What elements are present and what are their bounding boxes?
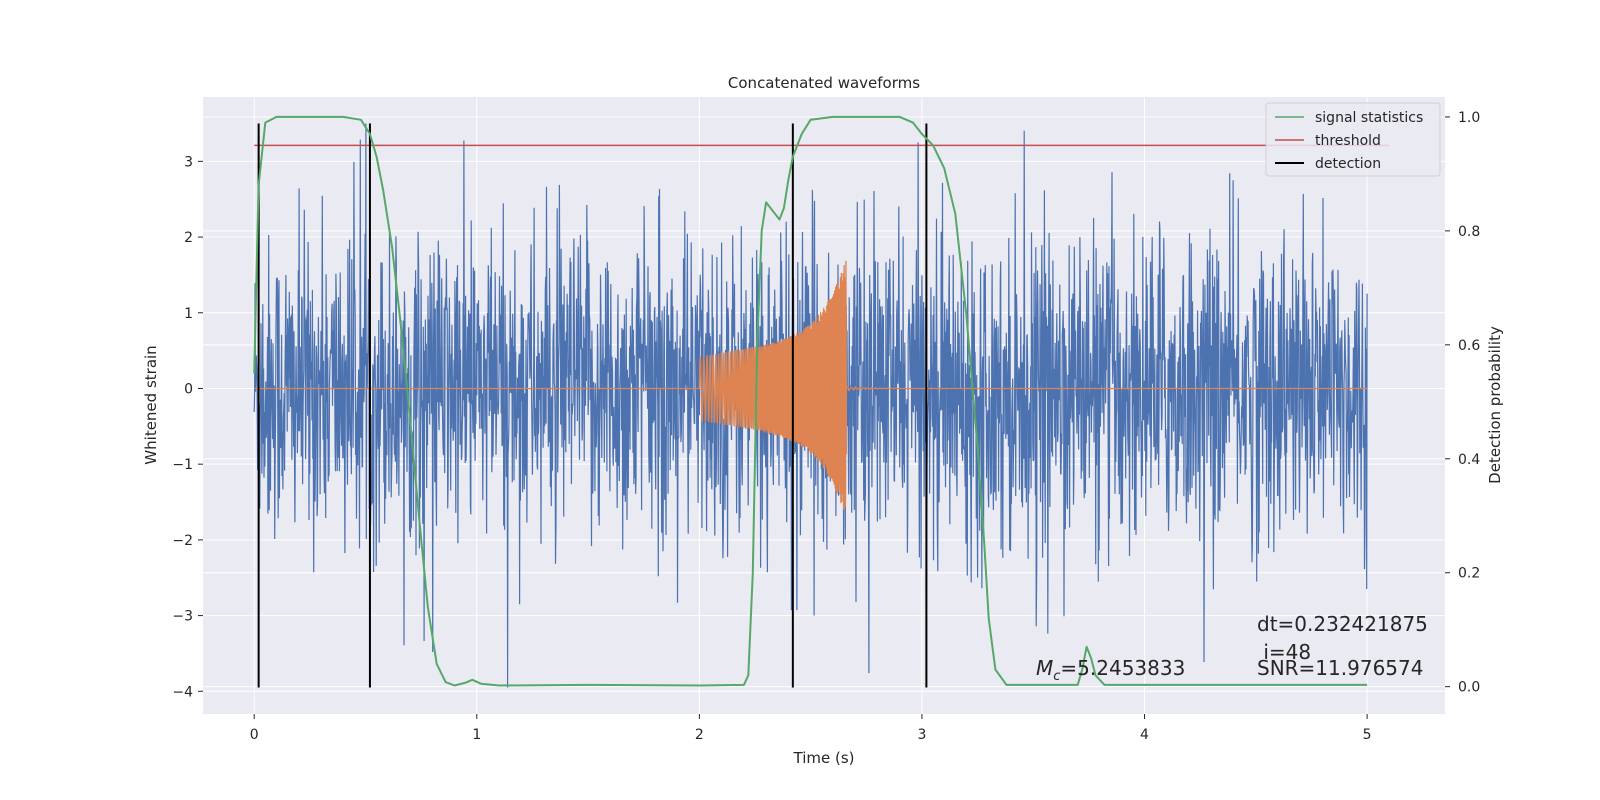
mc-annotation-symbol: M — [1036, 656, 1053, 680]
i-annotation: i=48 — [1257, 640, 1311, 664]
series-layer — [253, 115, 1390, 688]
template-series — [254, 260, 1368, 511]
legend: signal statistics threshold detection — [1265, 102, 1441, 177]
snr-annotation: SNR=11.976574 — [1257, 656, 1423, 680]
legend-label-detection: detection — [1315, 156, 1381, 172]
x-tick-label: 5 — [1363, 727, 1372, 743]
y2-tick-label: 0.4 — [1458, 452, 1480, 468]
y2-tick-label: 1.0 — [1458, 110, 1480, 126]
x-tick-label: 0 — [250, 727, 259, 743]
legend-label-threshold: threshold — [1315, 133, 1381, 149]
y2-tick-label: 0.8 — [1458, 224, 1480, 240]
x-tick-label: 4 — [1140, 727, 1149, 743]
mc-annotation-subscript: c — [1053, 669, 1060, 684]
y-tick-label: 0 — [184, 381, 193, 397]
x-tick-label: 3 — [917, 727, 926, 743]
x-axis-label: Time (s) — [793, 749, 855, 767]
y-tick-label: 2 — [184, 230, 193, 246]
y2-tick-label: 0.2 — [1458, 566, 1480, 582]
y2-tick-label: 0.0 — [1458, 680, 1480, 696]
x-tick-label: 2 — [695, 727, 704, 743]
y-axis-label: Whitened strain — [142, 345, 160, 464]
mc-annotation-value: =5.2453833 — [1060, 656, 1185, 680]
y-tick-label: −4 — [172, 684, 193, 700]
y-tick-label: 1 — [184, 306, 193, 322]
y-tick-label: −1 — [172, 457, 193, 473]
ticks-layer: 0 1 2 3 4 5 −4 −3 −2 −1 0 1 2 3 0.0 0.2 0.4 0.6 0.8 1.0 — [172, 110, 1480, 743]
legend-box — [1265, 102, 1441, 177]
y2-axis-label: Detection probability — [1486, 326, 1504, 484]
y-tick-label: 3 — [184, 154, 193, 170]
legend-label-signal: signal statistics — [1315, 110, 1423, 126]
y-tick-label: −3 — [172, 609, 193, 625]
y-tick-label: −2 — [172, 533, 193, 549]
x-tick-label: 1 — [472, 727, 481, 743]
chart-title: Concatenated waveforms — [728, 74, 920, 92]
mc-annotation: Mc=5.2453833 — [1036, 656, 1185, 684]
dt-annotation: dt=0.232421875 — [1257, 612, 1428, 636]
y2-tick-label: 0.6 — [1458, 338, 1480, 354]
signal-statistics-series — [253, 115, 1368, 687]
